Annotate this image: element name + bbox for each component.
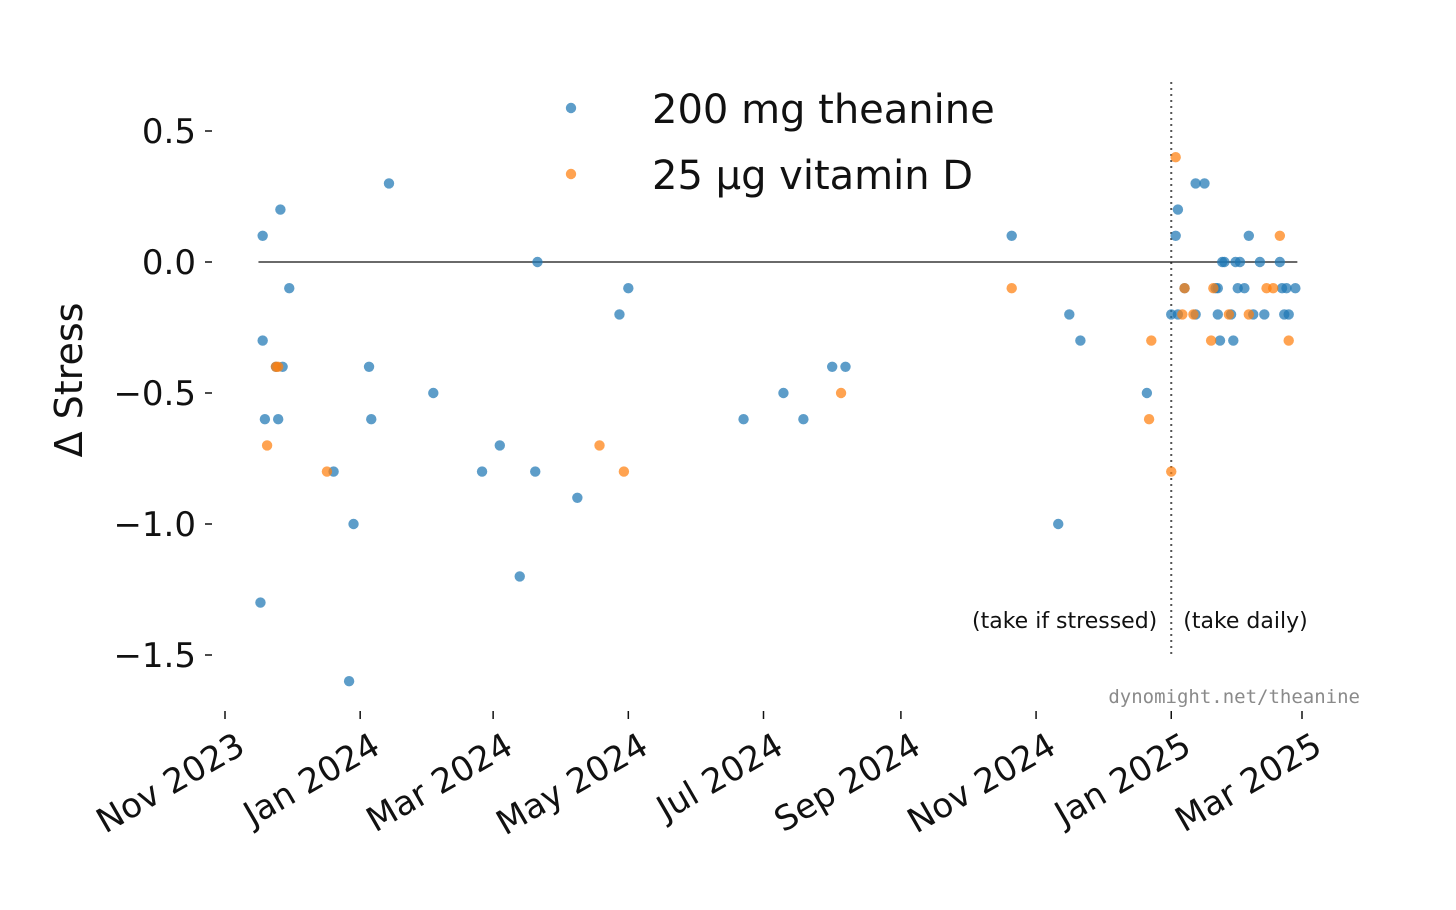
x-tick-label: Jan 2025	[1046, 725, 1197, 836]
legend-label: 25 μg vitamin D	[652, 153, 973, 199]
theanine-point	[1053, 518, 1064, 530]
theanine-point	[1290, 283, 1301, 294]
vitamin-d-point	[1179, 283, 1190, 294]
vitamin-d-point	[1205, 335, 1217, 346]
theanine-point	[532, 256, 543, 268]
theanine-point	[366, 414, 377, 425]
theanine-point	[476, 466, 488, 477]
vitamin-d-point	[1223, 309, 1235, 320]
x-tick-label: Jul 2024	[648, 725, 790, 830]
vitamin-d-point	[1208, 283, 1219, 294]
theanine-point	[1075, 335, 1086, 346]
theanine-point	[1190, 178, 1201, 189]
legend: 200 mg theanine 25 μg vitamin D	[565, 87, 995, 199]
theanine-point	[1259, 309, 1270, 320]
theanine-point	[1239, 283, 1250, 294]
vitamin-d-point	[1177, 309, 1188, 320]
theanine-point	[1254, 256, 1266, 268]
y-tick-label: −0.5	[113, 374, 196, 414]
data-points	[255, 152, 1301, 687]
theanine-point	[1214, 335, 1226, 346]
theanine-point	[1212, 309, 1223, 320]
theanine-point	[1170, 230, 1181, 241]
theanine-point	[1006, 230, 1017, 241]
y-tick-label: 0.0	[142, 243, 196, 283]
annotation-take-daily: (take daily)	[1183, 609, 1307, 634]
theanine-point	[343, 676, 355, 687]
vitamin-d-point	[1170, 152, 1181, 163]
theanine-point	[840, 361, 851, 372]
y-tick-label: −1.5	[113, 636, 196, 676]
y-axis: 0.5 0.0 −0.5 −1.0 −1.5	[113, 112, 212, 676]
vitamin-d-point	[1006, 283, 1017, 294]
vitamin-d-point	[1146, 335, 1157, 346]
theanine-point	[1283, 309, 1294, 320]
y-tick-label: −1.0	[113, 505, 196, 545]
vitamin-d-point	[1188, 309, 1199, 320]
theanine-point	[778, 387, 789, 399]
x-tick-label: May 2024	[490, 725, 655, 843]
theanine-point	[1064, 309, 1075, 320]
vitamin-d-point	[1267, 283, 1279, 294]
theanine-point	[1274, 256, 1286, 268]
vitamin-d-point	[594, 440, 605, 451]
theanine-point	[738, 414, 749, 425]
y-tick-label: 0.5	[142, 112, 196, 152]
theanine-point	[363, 361, 375, 372]
legend-marker	[565, 168, 577, 180]
theanine-point	[494, 440, 505, 451]
theanine-point	[1172, 204, 1184, 215]
theanine-point	[572, 492, 583, 503]
vitamin-d-point	[835, 387, 847, 399]
theanine-point	[1199, 178, 1210, 189]
vitamin-d-point	[618, 466, 630, 477]
theanine-point	[272, 414, 284, 425]
vitamin-d-point	[1274, 230, 1286, 241]
x-tick-label: Mar 2025	[1169, 725, 1329, 840]
theanine-point	[1141, 387, 1153, 399]
theanine-point	[348, 518, 359, 530]
theanine-point	[623, 283, 634, 294]
theanine-point	[798, 414, 809, 425]
theanine-point	[284, 283, 295, 294]
y-axis-label: Δ Stress	[47, 303, 91, 458]
theanine-point	[530, 466, 541, 477]
theanine-point	[257, 230, 268, 241]
theanine-point	[428, 387, 439, 399]
vitamin-d-point	[1243, 309, 1255, 320]
vitamin-d-point	[321, 466, 333, 477]
x-tick-label: Nov 2024	[901, 725, 1063, 841]
theanine-point	[1234, 256, 1246, 268]
legend-marker	[565, 102, 577, 114]
x-tick-label: Mar 2024	[360, 725, 520, 840]
theanine-point	[255, 597, 266, 608]
annotation-take-if-stressed: (take if stressed)	[972, 609, 1157, 634]
theanine-point	[259, 414, 271, 425]
theanine-point	[383, 178, 395, 189]
theanine-point	[1281, 283, 1292, 294]
x-tick-label: Nov 2023	[90, 725, 252, 841]
theanine-point	[275, 204, 286, 215]
vitamin-d-point	[261, 440, 273, 451]
annotations: (take if stressed) (take daily)	[972, 609, 1308, 634]
theanine-point	[257, 335, 268, 346]
theanine-point	[1219, 256, 1230, 268]
theanine-point	[514, 571, 525, 582]
vitamin-d-point	[1143, 414, 1155, 425]
watermark-text: dynomight.net/theanine	[1108, 686, 1360, 708]
x-tick-label: Jan 2024	[235, 725, 386, 836]
vitamin-d-point	[1283, 335, 1294, 346]
legend-label: 200 mg theanine	[652, 87, 995, 133]
theanine-point	[1243, 230, 1255, 241]
x-tick-label: Sep 2024	[768, 725, 928, 840]
theanine-point	[826, 361, 838, 372]
vitamin-d-point	[272, 361, 284, 372]
theanine-point	[1228, 335, 1239, 346]
theanine-point	[614, 309, 625, 320]
vitamin-d-point	[1166, 466, 1177, 477]
